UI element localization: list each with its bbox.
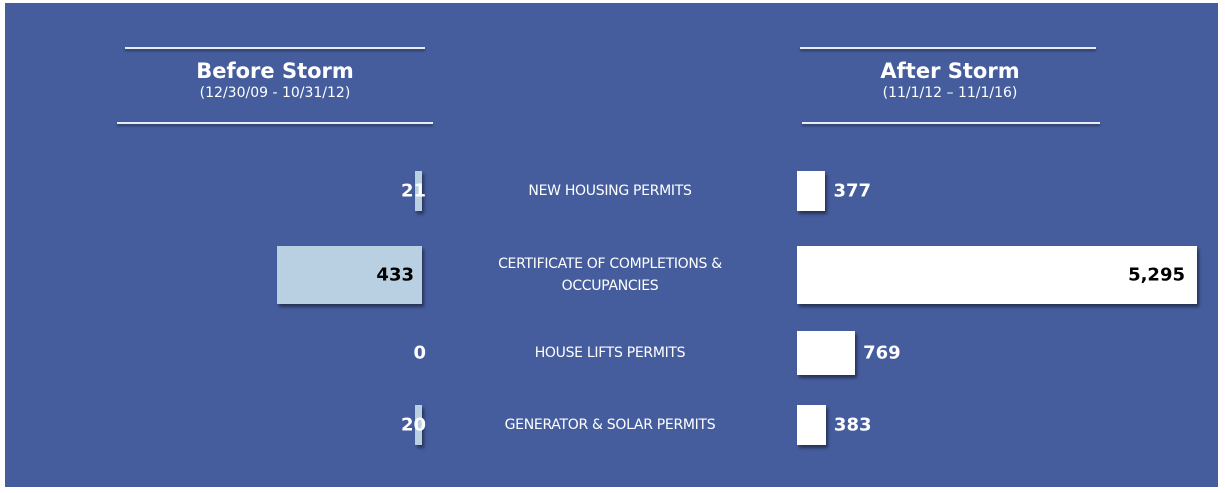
value-label: 769 <box>863 342 901 364</box>
header-rule <box>125 47 425 49</box>
series-subtitle: (11/1/12 – 11/1/16) <box>882 85 1018 101</box>
bar <box>797 171 826 211</box>
bar <box>277 246 422 304</box>
category-label: CERTIFICATE OF COMPLETIONS & OCCUPANCIES <box>498 256 722 294</box>
series-subtitle: (12/30/09 - 10/31/12) <box>199 85 351 101</box>
category-label: HOUSE LIFTS PERMITS <box>534 345 686 361</box>
header: Before Storm (12/30/09 - 10/31/12) <box>115 59 435 101</box>
value-label: 383 <box>833 414 872 436</box>
category-label: GENERATOR & SOLAR PERMITS <box>504 417 716 433</box>
value-label: 20 <box>400 414 426 436</box>
bar <box>415 405 422 445</box>
category-label: NEW HOUSING PERMITS <box>528 183 692 199</box>
series-name: Before Storm <box>196 59 354 83</box>
header: After Storm (11/1/12 – 11/1/16) <box>790 59 1110 101</box>
value-label: 377 <box>833 180 872 202</box>
value-label: 0 <box>413 342 426 364</box>
value-label: 21 <box>400 180 426 202</box>
bar <box>797 246 1197 304</box>
series-name: After Storm <box>880 59 1020 83</box>
value-label: 433 <box>376 264 414 286</box>
header-rule <box>800 47 1096 49</box>
bar <box>414 171 422 211</box>
bar <box>797 331 856 375</box>
header-rule <box>802 122 1100 124</box>
chart: Before Storm (12/30/09 - 10/31/12) After… <box>5 3 1218 487</box>
value-label: 5,295 <box>1128 264 1185 286</box>
header-rule <box>117 122 433 124</box>
bar <box>797 405 826 445</box>
